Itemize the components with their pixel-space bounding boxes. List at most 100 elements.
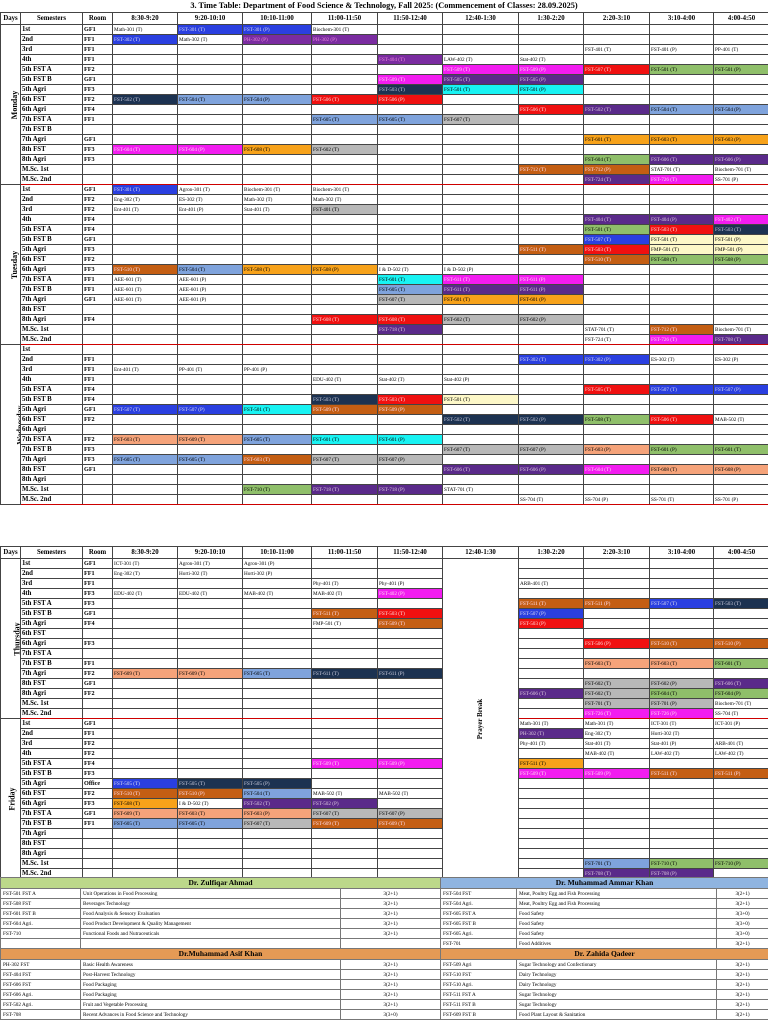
class-cell: FST-601 (T) xyxy=(713,444,768,455)
table-row: 5th FST A FF4 FST-505 (T) FST-507 (T) FST-50… xyxy=(1,384,768,395)
class-cell xyxy=(649,668,714,679)
class-cell: FST-609 (T) xyxy=(112,808,178,819)
class-cell xyxy=(177,114,243,125)
class-cell xyxy=(377,444,443,455)
room-cell xyxy=(82,628,113,639)
class-cell xyxy=(177,244,243,255)
class-cell: AEE-601 (P) xyxy=(177,274,243,285)
class-cell: FST-712 (T) xyxy=(649,324,714,335)
class-cell: FST-601 (P) xyxy=(649,444,714,455)
table-row: 2nd FF2 Eng-302 (T) ES-302 (T) Math-302 (T) M… xyxy=(1,194,768,205)
class-cell xyxy=(713,204,768,215)
class-cell xyxy=(242,698,312,709)
class-cell xyxy=(649,648,714,659)
class-cell: FST-505 (T) xyxy=(583,384,650,395)
class-cell: FST-509 (P) xyxy=(518,64,584,75)
class-cell: FST-607 (T) xyxy=(311,454,378,465)
class-cell: FST-510 (P) xyxy=(713,638,768,649)
class-cell: FST-505 (T) xyxy=(112,778,178,789)
course-cell: FST-605 Agri. xyxy=(440,928,518,939)
class-cell xyxy=(242,494,312,505)
class-cell: ICT-301 (T) xyxy=(649,718,714,729)
class-cell xyxy=(112,738,178,749)
class-cell xyxy=(713,24,768,35)
semester-cell: 2nd xyxy=(20,34,83,45)
class-cell: FST-506 (T) xyxy=(518,104,584,115)
course-cell: Recent Advances in Food Science and Tech… xyxy=(80,1009,341,1020)
class-cell xyxy=(311,748,378,759)
header-cell: 10:10-11:00 xyxy=(242,546,312,559)
class-cell: FST-508 (P) xyxy=(311,264,378,275)
semester-cell: 5th FST B xyxy=(20,394,83,405)
table-row: 5th Agri FF3 FST-511 (T) FST-503 (T) FMP-501… xyxy=(1,244,768,255)
class-cell xyxy=(311,294,378,305)
room-cell: FF2 xyxy=(82,204,113,215)
table-row: 8th Agri FF4 FST-608 (T) FST-608 (T) FST-602… xyxy=(1,314,768,325)
class-cell xyxy=(177,124,243,135)
table-row: 8th FST xyxy=(1,304,768,315)
class-cell xyxy=(442,354,519,365)
class-cell: FST-508 (T) xyxy=(242,264,312,275)
semester-cell: M.Sc. 2nd xyxy=(20,174,83,185)
class-cell xyxy=(242,64,312,75)
class-cell: FMP-501 (T) xyxy=(311,618,378,629)
semester-cell: 4th xyxy=(20,54,83,65)
class-cell: FST-609 (T) xyxy=(112,668,178,679)
class-cell: FST-509 (T) xyxy=(377,74,443,85)
class-cell xyxy=(713,374,768,385)
class-cell: FST-601 (T) xyxy=(442,294,519,305)
class-cell xyxy=(377,244,443,255)
course-cell: Food Additives xyxy=(516,938,718,949)
class-cell xyxy=(377,184,443,195)
day-label: Monday xyxy=(0,24,21,185)
faculty-name: Dr. Muhammad Ammar Khan xyxy=(440,877,768,889)
day-text: Thursday xyxy=(12,621,21,656)
class-cell xyxy=(649,84,714,95)
class-cell xyxy=(177,678,243,689)
class-cell: FST-507 (P) xyxy=(518,608,584,619)
class-cell xyxy=(518,434,584,445)
room-cell: FF1 xyxy=(82,354,113,365)
header-cell: 1:30-2:20 xyxy=(518,546,584,559)
class-cell xyxy=(242,444,312,455)
header-cell: 12:40-1:30 xyxy=(442,12,519,25)
class-cell: FST-604 (P) xyxy=(177,144,243,155)
class-cell: Biochem-301 (T) xyxy=(242,184,312,195)
semester-cell: 3rd xyxy=(20,578,83,589)
class-cell: MAB-402 (T) xyxy=(242,588,312,599)
class-cell xyxy=(377,384,443,395)
room-cell: FF4 xyxy=(82,224,113,235)
course-cell: FST-511 FST B xyxy=(440,999,518,1010)
class-cell: FST-606 (T) xyxy=(442,464,519,475)
class-cell xyxy=(311,54,378,65)
class-cell: FST-510 (T) xyxy=(112,788,178,799)
class-cell xyxy=(713,124,768,135)
class-cell: FST-404 (T) xyxy=(377,54,443,65)
class-cell xyxy=(112,688,178,699)
class-cell: I & D-502 (T) xyxy=(177,798,243,809)
table-row: 8th FST GF1 FST-606 (T) FST-606 (P) FST-604 … xyxy=(1,464,768,475)
class-cell: FST-501 (T) xyxy=(442,84,519,95)
semester-cell: 5th FST B xyxy=(20,234,83,245)
course-cell: FST-510 Agri. xyxy=(440,979,518,990)
class-cell xyxy=(583,54,650,65)
class-cell xyxy=(242,474,312,485)
table-row: 4th FF3 EDU-402 (T) EDU-402 (T) MAB-402 (T) M… xyxy=(1,588,768,599)
class-cell: ARB-401 (T) xyxy=(713,738,768,749)
class-cell xyxy=(242,224,312,235)
class-cell xyxy=(713,484,768,495)
class-cell: FST-302 (T) xyxy=(518,354,584,365)
semester-cell: 4th xyxy=(20,374,83,385)
class-cell xyxy=(311,698,378,709)
course-cell: Dairy Technology xyxy=(516,979,718,990)
table-row: 5th Agri FF3 FST-503 (T) FST-501 (T) FST-501… xyxy=(1,84,768,95)
class-cell xyxy=(242,324,312,335)
course-cell: FST-404 FST xyxy=(0,969,81,980)
class-cell: FST-503 (T) xyxy=(713,598,768,609)
class-cell xyxy=(311,234,378,245)
class-cell xyxy=(442,224,519,235)
class-cell xyxy=(177,718,243,729)
class-cell xyxy=(112,424,178,435)
class-cell xyxy=(177,384,243,395)
class-cell xyxy=(112,354,178,365)
